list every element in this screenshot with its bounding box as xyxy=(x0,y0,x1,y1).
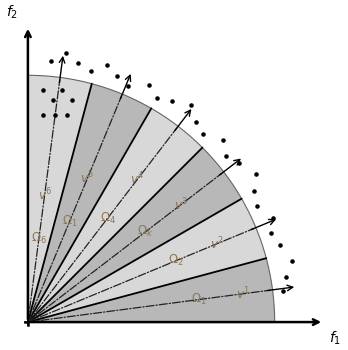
Text: $\Omega_k$: $\Omega_k$ xyxy=(137,224,153,239)
Polygon shape xyxy=(28,148,242,322)
Polygon shape xyxy=(28,75,92,322)
Text: $v^4$: $v^4$ xyxy=(130,171,145,188)
Text: $v^6$: $v^6$ xyxy=(38,187,52,203)
Polygon shape xyxy=(28,108,203,322)
Text: $v^1$: $v^1$ xyxy=(236,286,250,302)
Text: $f_1$: $f_1$ xyxy=(329,329,341,347)
Polygon shape xyxy=(28,199,266,322)
Text: $\Omega_2$: $\Omega_2$ xyxy=(168,253,184,268)
Text: $\Omega_4$: $\Omega_4$ xyxy=(100,211,116,226)
Polygon shape xyxy=(28,84,151,322)
Text: $\Omega_1$: $\Omega_1$ xyxy=(191,292,207,307)
Text: $v^2$: $v^2$ xyxy=(210,236,224,252)
Text: $\Omega_6$: $\Omega_6$ xyxy=(31,231,47,246)
Text: $v^5$: $v^5$ xyxy=(80,170,94,187)
Polygon shape xyxy=(28,258,275,322)
Text: $v^3$: $v^3$ xyxy=(174,197,188,213)
Text: $f_2$: $f_2$ xyxy=(6,4,18,21)
Text: $\Omega_1$: $\Omega_1$ xyxy=(62,214,77,229)
